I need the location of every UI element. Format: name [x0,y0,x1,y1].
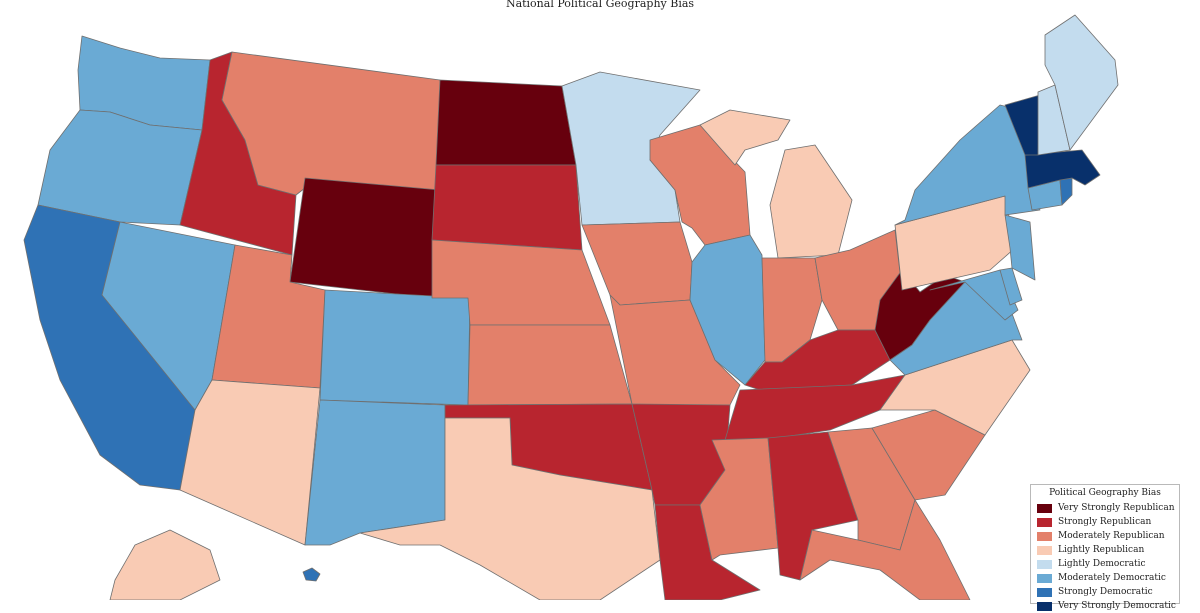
legend-item: Lightly Republican [1037,543,1173,557]
legend-item: Strongly Republican [1037,515,1173,529]
state-wyoming[interactable] [289,177,441,299]
state-texas[interactable] [359,417,661,600]
state-colorado[interactable] [319,289,471,406]
state-oregon[interactable] [37,109,203,226]
legend-title: Political Geography Bias [1049,488,1161,498]
state-hawaii[interactable] [302,567,321,582]
legend-label: Strongly Republican [1058,517,1152,527]
legend-item: Strongly Democratic [1037,585,1173,599]
legend-label: Lightly Republican [1058,545,1145,555]
state-maine[interactable] [1044,14,1119,151]
state-south-dakota[interactable] [431,164,583,251]
legend-swatch [1037,503,1052,513]
legend-label: Very Strongly Republican [1058,503,1175,513]
state-florida[interactable] [799,499,971,600]
legend-item: Moderately Republican [1037,529,1173,543]
state-north-dakota[interactable] [435,79,577,166]
legend-item: Very Strongly Republican [1037,501,1175,515]
legend-label: Strongly Democratic [1058,587,1153,597]
state-michigan-upper[interactable] [699,109,791,166]
legend-item: Lightly Democratic [1037,557,1173,571]
state-kansas[interactable] [467,324,633,406]
legend-label: Moderately Republican [1058,531,1165,541]
state-arizona[interactable] [179,379,321,546]
legend-swatch [1037,531,1052,541]
state-alaska[interactable] [109,529,221,600]
legend-label: Very Strongly Democratic [1058,601,1176,611]
legend-swatch [1037,601,1052,611]
state-montana[interactable] [221,51,441,196]
map-title: National Political Geography Bias [505,0,695,10]
legend-item: Moderately Democratic [1037,571,1173,585]
state-massachusetts[interactable] [1024,149,1101,189]
us-state-map [23,14,1119,600]
legend-label: Lightly Democratic [1058,559,1146,569]
state-rhode-island[interactable] [1059,177,1073,206]
state-new-jersey[interactable] [1004,214,1036,281]
map-legend: Political Geography Bias Very Strongly R… [1030,484,1180,611]
legend-swatch [1037,545,1052,555]
state-delaware[interactable] [999,267,1023,306]
legend-label: Moderately Democratic [1058,573,1166,583]
state-south-carolina[interactable] [871,409,986,501]
legend-swatch [1037,559,1052,569]
state-maryland[interactable] [929,269,1019,321]
state-iowa[interactable] [581,221,693,306]
state-michigan[interactable] [769,144,853,259]
legend-swatch [1037,517,1052,527]
legend-item: Very Strongly Democratic [1037,599,1176,613]
legend-swatch [1037,573,1052,583]
legend-swatch [1037,587,1052,597]
